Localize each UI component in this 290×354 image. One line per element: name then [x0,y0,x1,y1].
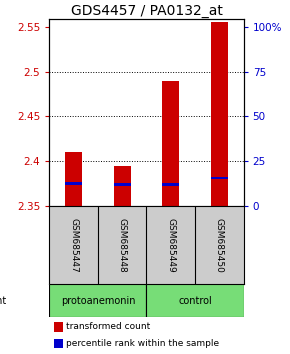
Bar [54,322,63,332]
Bar [162,81,179,206]
FancyArrow shape [11,291,19,310]
Text: protoanemonin: protoanemonin [61,296,135,306]
Bar [211,177,228,179]
Text: control: control [178,296,212,306]
Bar [211,22,228,206]
Text: agent: agent [0,296,7,306]
Text: GSM685449: GSM685449 [166,218,175,273]
Text: GSM685447: GSM685447 [69,218,78,273]
Text: percentile rank within the sample: percentile rank within the sample [66,339,219,348]
Bar [54,339,63,348]
Text: transformed count: transformed count [66,322,150,331]
Bar [65,182,82,185]
Bar [114,166,131,206]
Text: GSM685450: GSM685450 [215,218,224,273]
Bar [65,152,82,206]
Bar [146,284,244,317]
Bar [49,284,146,317]
Text: GSM685448: GSM685448 [118,218,127,273]
Bar [162,183,179,185]
Bar [114,183,131,185]
Title: GDS4457 / PA0132_at: GDS4457 / PA0132_at [70,5,222,18]
